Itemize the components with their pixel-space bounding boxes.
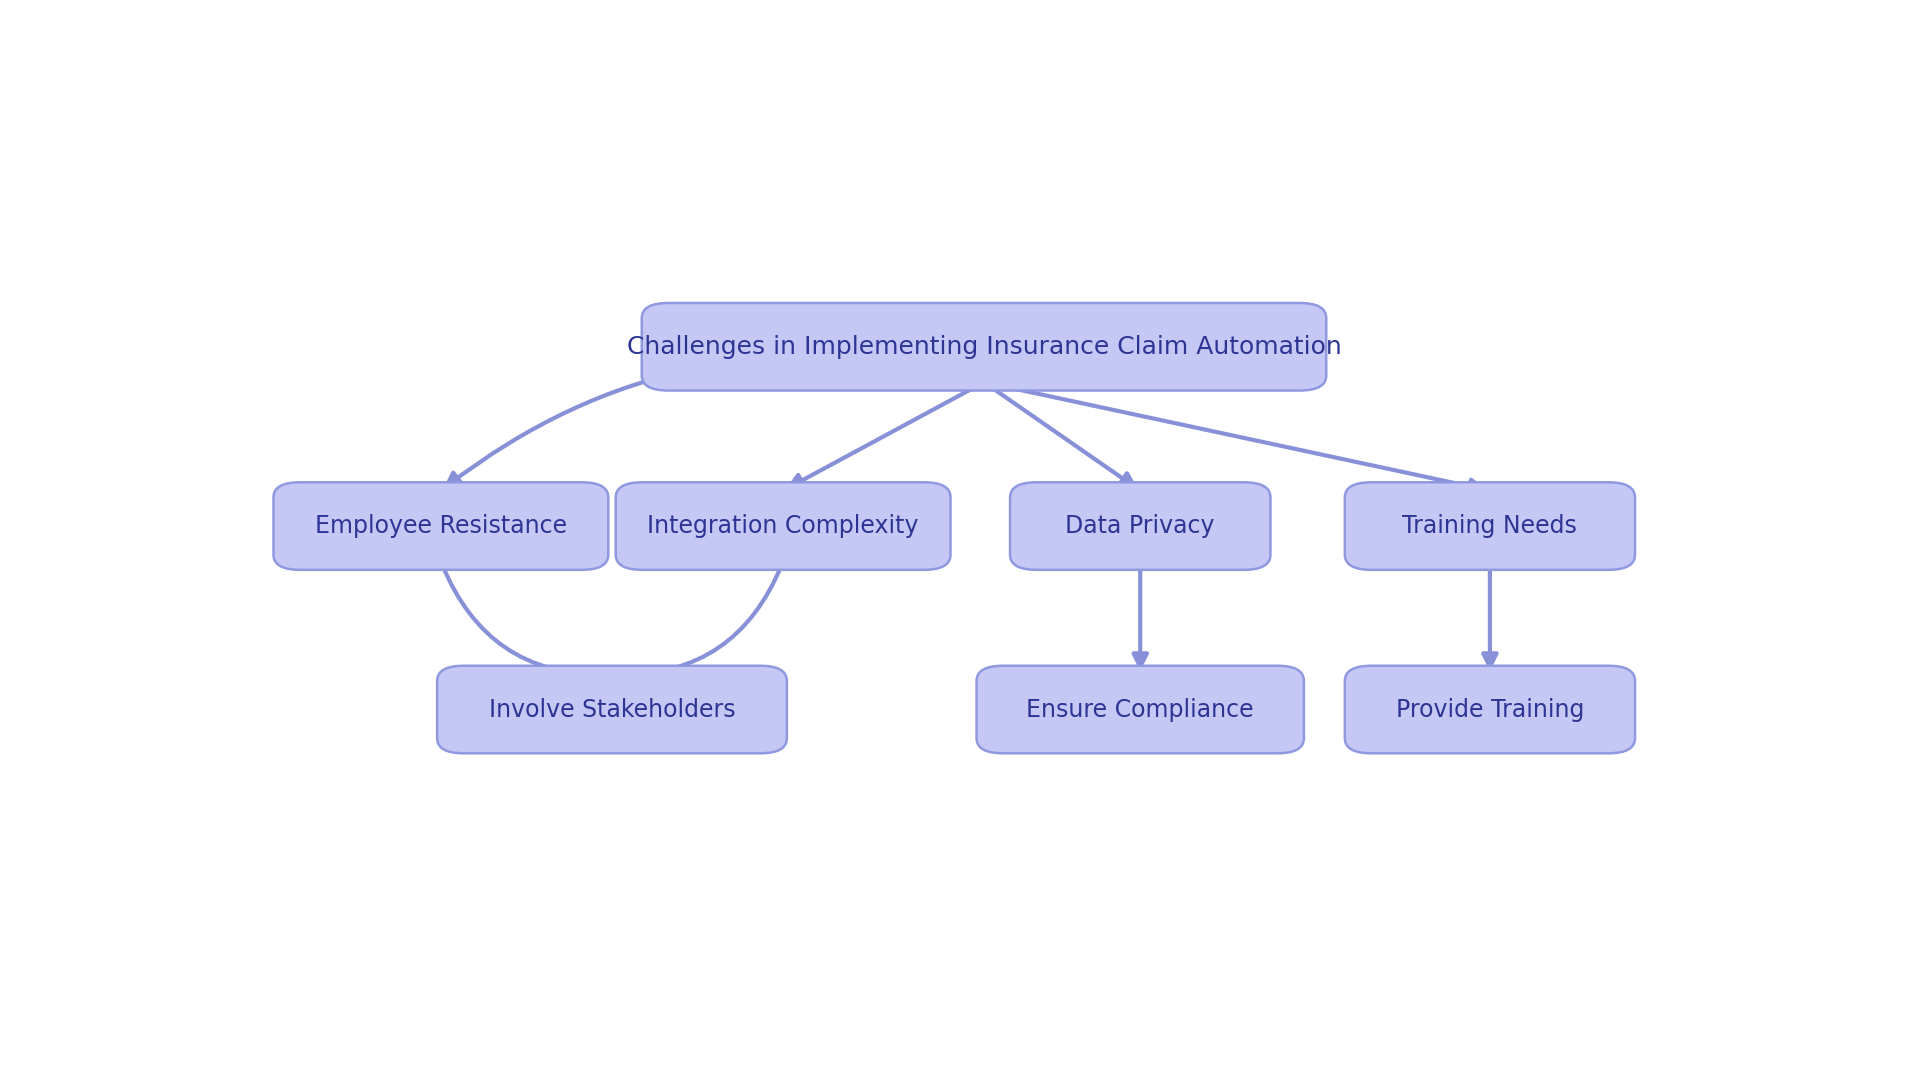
FancyBboxPatch shape xyxy=(1010,482,1271,570)
Text: Involve Stakeholders: Involve Stakeholders xyxy=(490,697,735,721)
FancyBboxPatch shape xyxy=(438,666,787,754)
Text: Data Privacy: Data Privacy xyxy=(1066,514,1215,538)
FancyBboxPatch shape xyxy=(273,482,609,570)
Text: Provide Training: Provide Training xyxy=(1396,697,1584,721)
Text: Challenges in Implementing Insurance Claim Automation: Challenges in Implementing Insurance Cla… xyxy=(626,335,1342,358)
FancyBboxPatch shape xyxy=(1344,666,1636,754)
Text: Employee Resistance: Employee Resistance xyxy=(315,514,566,538)
FancyBboxPatch shape xyxy=(616,482,950,570)
FancyBboxPatch shape xyxy=(977,666,1304,754)
Text: Training Needs: Training Needs xyxy=(1402,514,1578,538)
FancyBboxPatch shape xyxy=(641,303,1327,391)
Text: Integration Complexity: Integration Complexity xyxy=(647,514,920,538)
FancyBboxPatch shape xyxy=(1344,482,1636,570)
Text: Ensure Compliance: Ensure Compliance xyxy=(1027,697,1254,721)
